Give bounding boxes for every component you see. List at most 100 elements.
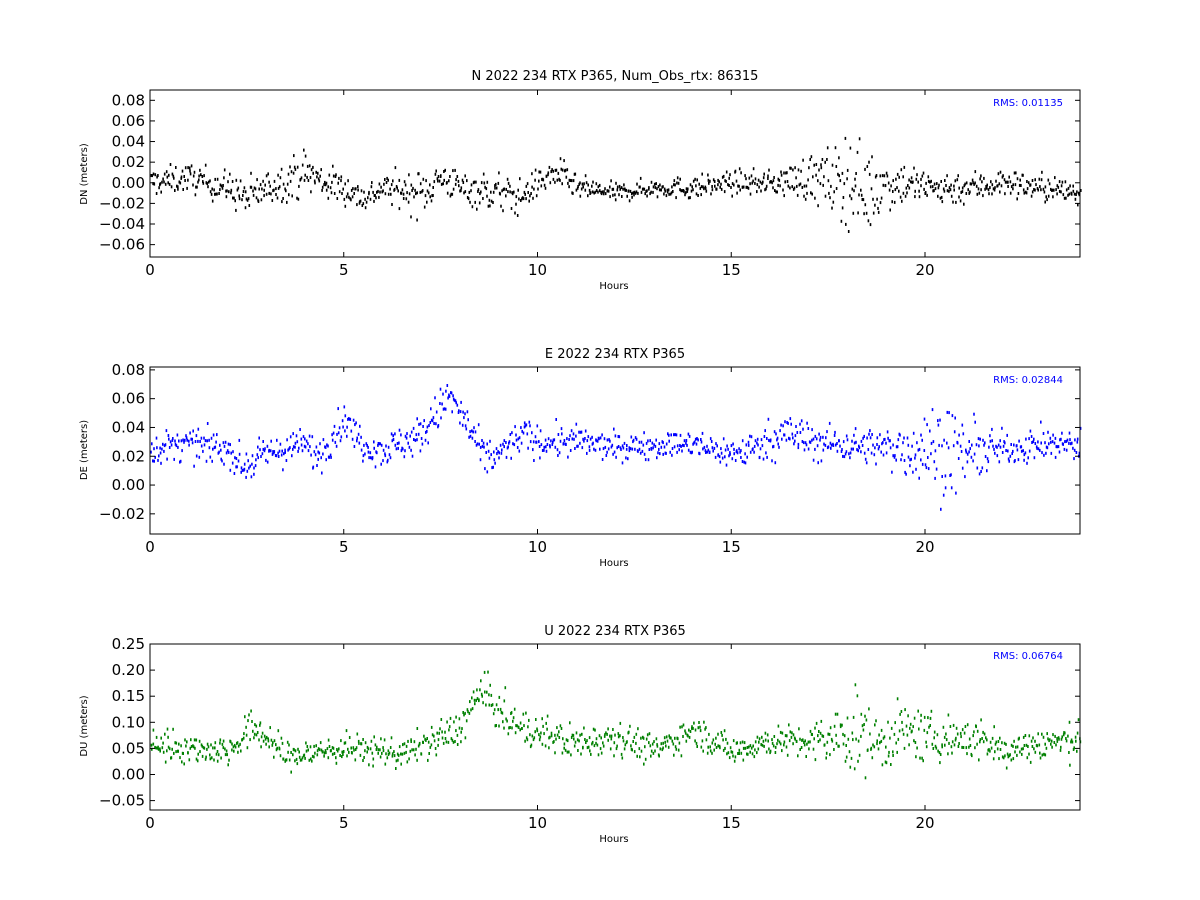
data-point (674, 433, 676, 437)
x-tick-label: 15 (722, 538, 741, 556)
data-point (959, 199, 962, 203)
data-point (827, 732, 829, 736)
data-point (1054, 436, 1057, 440)
data-point (918, 476, 920, 480)
data-point (463, 416, 465, 420)
data-point (460, 740, 462, 744)
data-point (273, 179, 276, 183)
data-point (182, 752, 184, 755)
data-point (998, 460, 1001, 464)
data-point (312, 165, 314, 169)
data-point (331, 752, 334, 756)
data-point (325, 751, 327, 755)
data-point (1011, 452, 1013, 455)
data-point (744, 461, 747, 465)
data-point (703, 720, 705, 724)
data-point (546, 443, 549, 446)
data-point (820, 459, 823, 463)
data-point (315, 744, 317, 748)
data-point (757, 747, 760, 751)
data-point (639, 176, 642, 180)
data-point (711, 751, 713, 755)
data-point (810, 155, 813, 159)
data-point (440, 182, 443, 186)
data-point (353, 192, 355, 195)
data-point (1022, 747, 1024, 751)
data-point (502, 209, 504, 213)
data-point (432, 194, 434, 197)
data-point (1041, 732, 1043, 736)
data-point (776, 438, 778, 442)
data-point (466, 708, 469, 712)
data-point (998, 757, 1000, 761)
data-point (773, 176, 775, 179)
data-point (666, 190, 669, 194)
data-point (250, 171, 252, 175)
data-point (1048, 442, 1050, 446)
data-point (650, 190, 652, 194)
data-point (682, 735, 684, 738)
data-point (369, 451, 372, 455)
data-point (416, 727, 419, 730)
data-point (170, 185, 173, 189)
data-point (171, 172, 174, 176)
data-point (216, 759, 219, 763)
data-point (646, 194, 648, 198)
data-point (593, 447, 595, 451)
data-point (752, 167, 755, 171)
data-point (657, 451, 659, 455)
data-point (427, 740, 430, 744)
data-point (319, 741, 322, 745)
data-point (521, 727, 523, 730)
data-point (241, 738, 244, 741)
data-point (698, 721, 700, 724)
data-point (584, 437, 586, 440)
data-point (920, 458, 922, 462)
data-point (647, 439, 649, 443)
data-point (1038, 743, 1041, 747)
data-point (293, 165, 296, 169)
data-point (917, 709, 919, 713)
data-point (856, 448, 858, 452)
data-point (982, 438, 984, 442)
data-point (572, 191, 574, 195)
data-point (970, 182, 973, 186)
data-point (465, 427, 468, 431)
data-point (832, 444, 835, 447)
data-point (260, 735, 263, 739)
data-point (419, 182, 422, 186)
data-point (539, 170, 542, 174)
data-point (803, 184, 806, 188)
data-point (636, 182, 638, 186)
data-point (987, 460, 990, 464)
data-point (650, 180, 653, 184)
data-point (285, 758, 288, 762)
data-point (587, 745, 590, 749)
data-point (793, 442, 795, 446)
data-point (954, 738, 957, 742)
data-point (393, 754, 396, 758)
data-point (603, 734, 606, 738)
data-point (736, 741, 738, 745)
data-point (357, 432, 360, 436)
x-tick-label: 5 (339, 538, 349, 556)
data-point (205, 181, 208, 185)
data-point (1012, 187, 1014, 191)
data-point (216, 177, 219, 181)
data-point (526, 432, 529, 436)
data-point (830, 737, 833, 741)
data-point (1040, 420, 1042, 424)
data-point (351, 751, 353, 755)
data-point (469, 200, 471, 204)
data-point (612, 452, 614, 456)
data-point (432, 186, 434, 189)
data-point (468, 435, 470, 439)
data-point (954, 179, 957, 183)
data-point (1051, 440, 1054, 444)
data-point (592, 727, 595, 731)
data-point (397, 753, 400, 757)
data-point (902, 191, 905, 195)
data-point (1075, 739, 1077, 743)
data-point (758, 737, 761, 741)
data-point (754, 177, 757, 181)
